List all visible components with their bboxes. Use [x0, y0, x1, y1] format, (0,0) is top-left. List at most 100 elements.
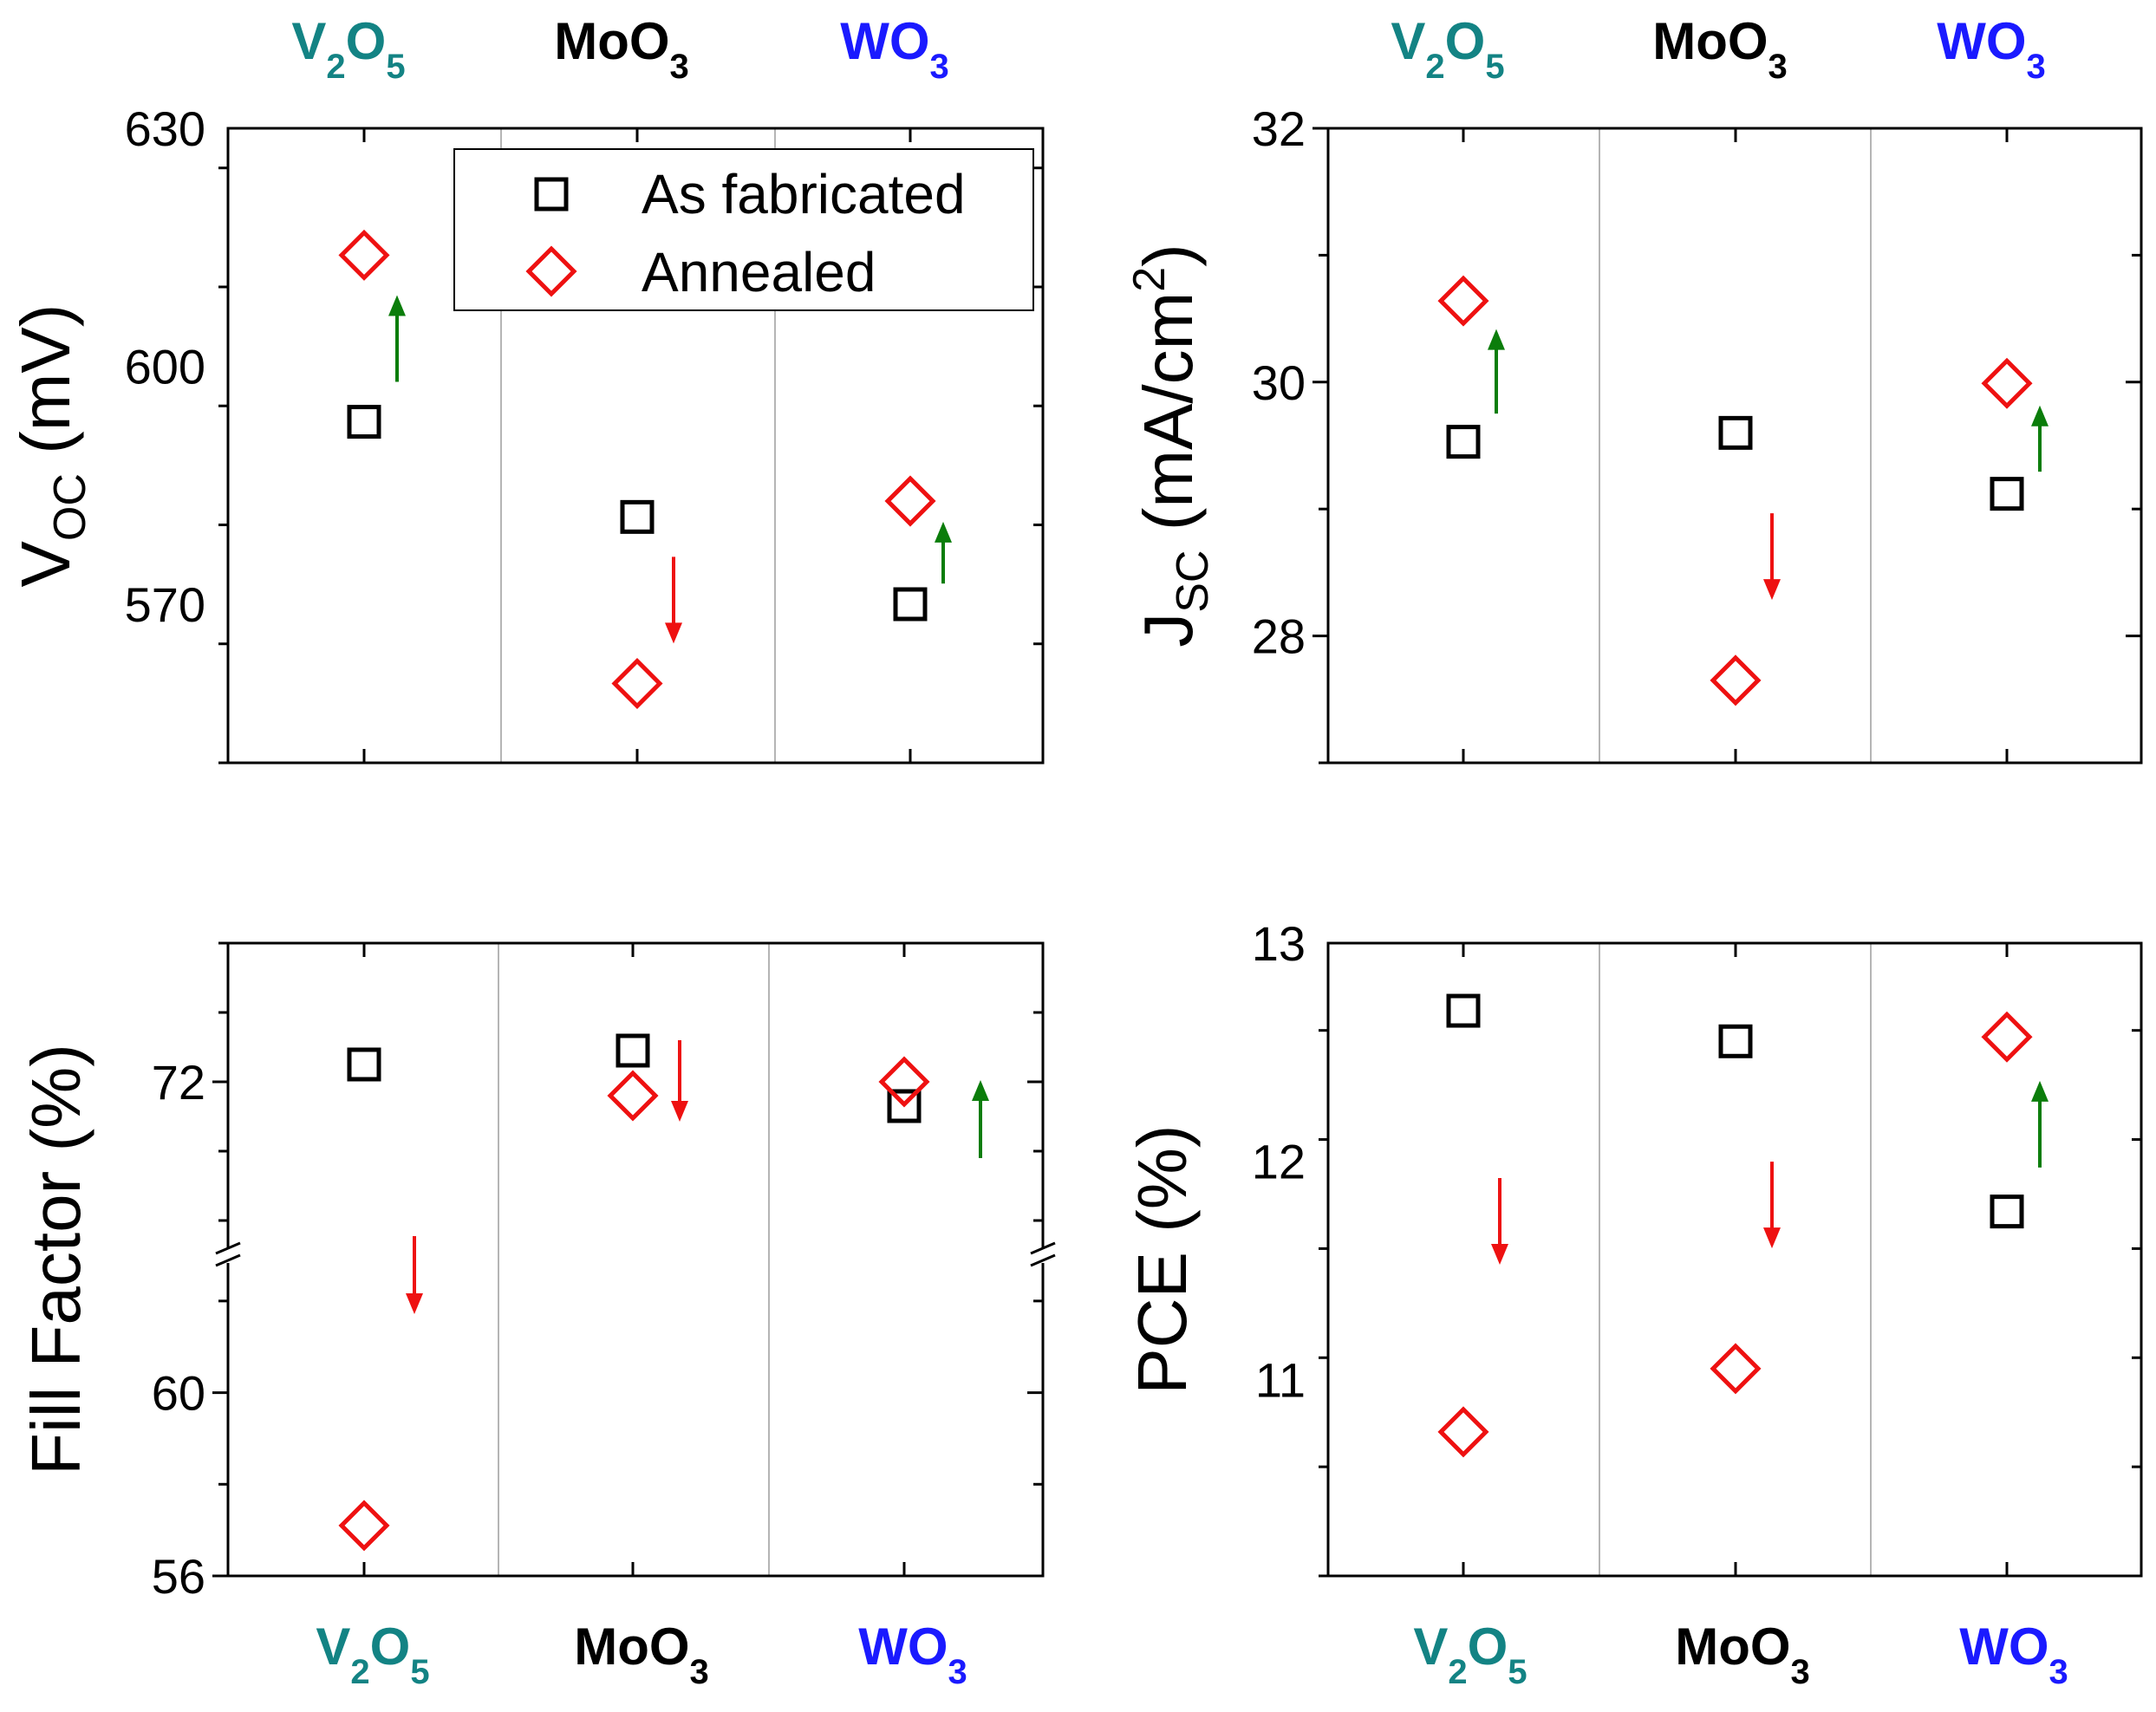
- y-tick-label: 630: [125, 101, 205, 156]
- category-label-part: V: [316, 1618, 350, 1676]
- trend-arrow-down-head: [671, 1101, 688, 1122]
- jsc-ylabel-part: J: [1130, 613, 1207, 648]
- trend-arrow-up-head: [1488, 329, 1505, 350]
- category-label-part: V: [291, 12, 326, 70]
- pce-ylabel: PCE (%): [1124, 1124, 1201, 1394]
- marker-annealed: [525, 245, 577, 297]
- marker-as-fabricated: [1718, 415, 1753, 450]
- y-tick-label: 32: [1252, 101, 1306, 156]
- category-label-part: WO: [1937, 12, 2026, 70]
- trend-arrow-down-head: [1491, 1243, 1508, 1265]
- jsc-ylabel-part: 2: [1124, 267, 1175, 292]
- category-label-WO3: WO3: [858, 1618, 967, 1691]
- category-label-V2O5: V2O5: [291, 12, 405, 86]
- voc-frame: [226, 127, 1045, 765]
- voc-ylabel-part: V: [7, 540, 84, 587]
- jsc-ylabel: JSC (mA/cm2): [1124, 244, 1218, 648]
- axis-break-mark: [1030, 1253, 1056, 1267]
- marker-as-fabricated: [347, 1047, 381, 1082]
- category-label-part: O: [346, 12, 387, 70]
- y-tick-label: 30: [1252, 355, 1306, 410]
- axis-break-mark: [215, 1241, 241, 1255]
- axis-break-mark: [1030, 1241, 1056, 1255]
- trend-arrow-down-head: [665, 622, 682, 644]
- category-label-part: 5: [410, 1653, 429, 1691]
- category-label-part: O: [370, 1618, 411, 1676]
- marker-annealed: [884, 475, 936, 527]
- marker-annealed: [338, 1500, 390, 1552]
- marker-as-fabricated: [887, 1089, 922, 1123]
- category-label-MoO3: MoO3: [1675, 1618, 1810, 1691]
- category-label-part: 2: [326, 48, 345, 86]
- category-label-part: MoO: [1652, 12, 1768, 70]
- category-label-part: 3: [670, 48, 689, 86]
- category-label-part: 2: [1448, 1653, 1467, 1691]
- category-label-part: 3: [2049, 1653, 2068, 1691]
- marker-annealed: [1981, 1011, 2033, 1063]
- marker-as-fabricated: [1446, 425, 1481, 459]
- jsc-ylabel-part: ): [1130, 244, 1207, 267]
- legend: As fabricated Annealed: [453, 148, 1034, 311]
- category-label-part: 3: [1768, 48, 1788, 86]
- trend-arrow-up-head: [935, 521, 952, 543]
- voc-ylabel-part: OC: [45, 473, 95, 541]
- y-tick-label: 13: [1252, 916, 1306, 971]
- category-label-V2O5: V2O5: [1413, 1618, 1527, 1691]
- category-label-part: 2: [350, 1653, 369, 1691]
- trend-arrow-down-head: [1763, 579, 1781, 601]
- marker-as-fabricated: [1446, 993, 1481, 1028]
- axis-break-mark: [215, 1253, 241, 1267]
- marker-annealed: [611, 657, 663, 710]
- category-label-part: 3: [1791, 1653, 1810, 1691]
- marker-annealed: [1437, 275, 1489, 327]
- trend-arrow-up-head: [388, 295, 406, 316]
- category-label-WO3: WO3: [1959, 1618, 2068, 1691]
- ff-ylabel-part: Fill Factor (%): [17, 1044, 94, 1475]
- marker-as-fabricated: [616, 1033, 650, 1068]
- marker-as-fabricated: [620, 499, 655, 534]
- jsc-ylabel-part: (mA/cm: [1130, 292, 1207, 550]
- trend-arrow-down-head: [406, 1293, 423, 1314]
- voc-ylabel-part: (mV): [7, 304, 84, 474]
- category-label-part: MoO: [1675, 1618, 1790, 1676]
- ff-ylabel: Fill Factor (%): [17, 1044, 94, 1475]
- marker-annealed: [1981, 357, 2033, 409]
- marker-as-fabricated: [534, 177, 569, 212]
- marker-as-fabricated: [1718, 1024, 1753, 1058]
- category-label-part: V: [1413, 1618, 1448, 1676]
- category-label-part: MoO: [574, 1618, 689, 1676]
- category-label-MoO3: MoO3: [1652, 12, 1788, 86]
- marker-as-fabricated: [1990, 477, 2024, 511]
- category-label-part: 3: [930, 48, 949, 86]
- y-tick-label: 72: [152, 1055, 205, 1110]
- marker-annealed: [1710, 654, 1762, 706]
- category-label-part: WO: [840, 12, 929, 70]
- category-label-WO3: WO3: [1937, 12, 2046, 86]
- category-label-MoO3: MoO3: [574, 1618, 709, 1691]
- y-tick-label: 570: [125, 577, 205, 632]
- y-tick-label: 56: [152, 1549, 205, 1604]
- marker-as-fabricated: [1990, 1194, 2024, 1229]
- category-label-part: 5: [1485, 48, 1504, 86]
- marker-as-fabricated: [893, 587, 928, 622]
- marker-annealed: [1437, 1406, 1489, 1458]
- category-label-part: WO: [1959, 1618, 2049, 1676]
- category-label-part: MoO: [554, 12, 669, 70]
- category-label-part: 5: [386, 48, 405, 86]
- category-label-part: O: [1445, 12, 1486, 70]
- y-tick-label: 11: [1255, 1352, 1306, 1407]
- trend-arrow-up-head: [972, 1080, 989, 1101]
- trend-arrow-up-head: [2031, 405, 2049, 426]
- trend-arrow-down-head: [1763, 1227, 1781, 1249]
- category-label-part: 2: [1425, 48, 1444, 86]
- marker-annealed: [1710, 1343, 1762, 1395]
- y-tick-label: 60: [152, 1366, 205, 1421]
- category-label-part: 3: [948, 1653, 967, 1691]
- category-label-part: O: [1468, 1618, 1508, 1676]
- category-label-MoO3: MoO3: [554, 12, 689, 86]
- marker-annealed: [338, 229, 390, 281]
